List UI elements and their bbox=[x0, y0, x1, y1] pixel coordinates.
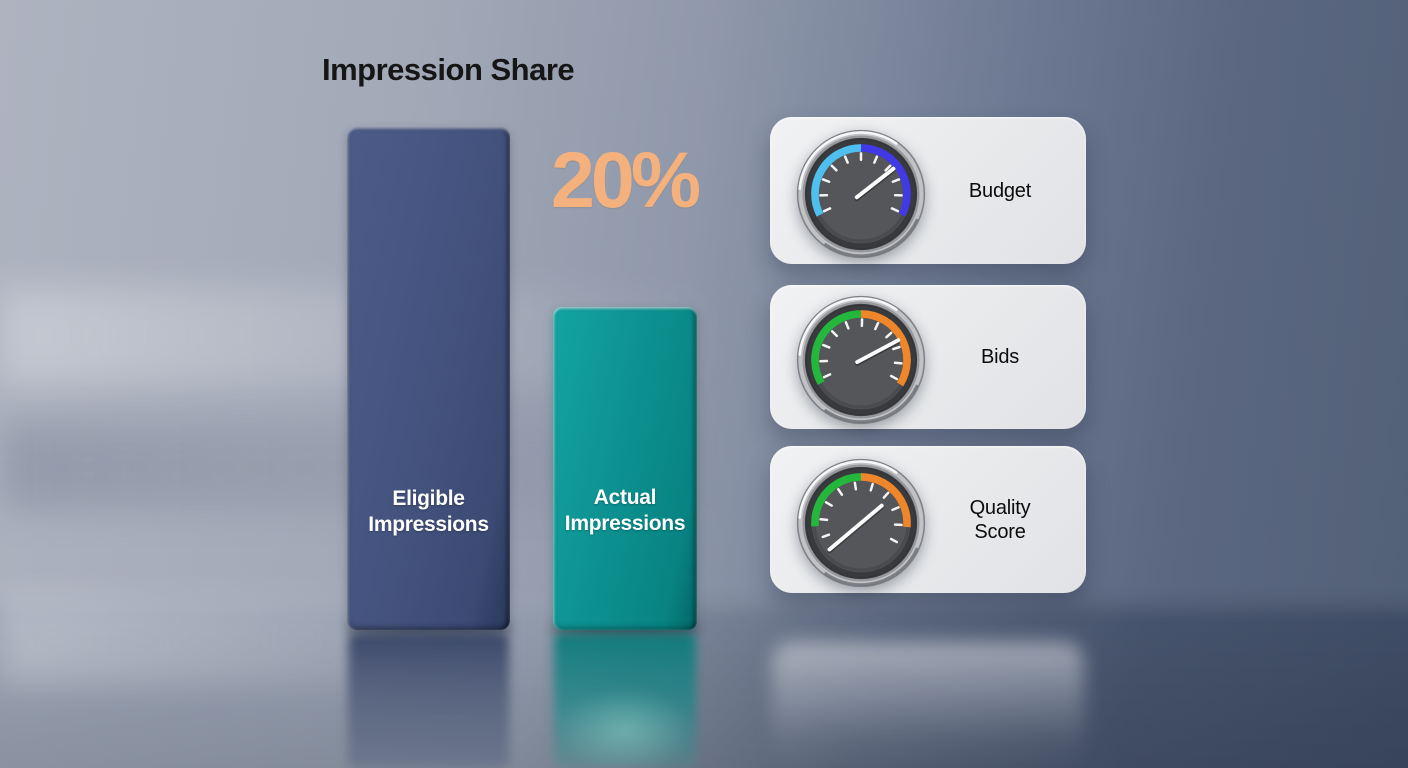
card-label-line: Bids bbox=[980, 346, 1020, 368]
eligible-bar-reflection bbox=[348, 633, 509, 768]
bar-label-line: Impressions bbox=[368, 513, 489, 536]
card-label-budget: Budget bbox=[926, 179, 1086, 203]
bar-label-line: Eligible bbox=[392, 487, 465, 510]
card-bids: Bids bbox=[770, 285, 1086, 429]
bids-gauge bbox=[796, 295, 926, 425]
card-label-bids: Bids bbox=[926, 345, 1086, 369]
actual-bar-reflection bbox=[554, 633, 696, 768]
budget-gauge bbox=[796, 129, 926, 258]
bar-eligible-impressions: Eligible Impressions bbox=[347, 127, 510, 630]
page-title: Impression Share bbox=[322, 52, 575, 87]
bar-label-actual: Actual Impressions bbox=[553, 485, 697, 537]
floor bbox=[0, 585, 1408, 768]
bar-label-line: Impressions bbox=[564, 512, 686, 535]
quality-score-gauge bbox=[796, 458, 926, 587]
impression-share-value: 20% bbox=[551, 135, 701, 224]
card-label-line: Quality bbox=[969, 496, 1031, 519]
card-reflection bbox=[772, 642, 1084, 762]
card-quality-score: Quality Score bbox=[770, 446, 1086, 593]
bar-label-line: Actual bbox=[593, 486, 657, 509]
bar-label-eligible: Eligible Impressions bbox=[347, 486, 510, 538]
card-label-quality-score: Quality Score bbox=[926, 496, 1086, 544]
card-label-line: Score bbox=[974, 520, 1026, 543]
card-budget: Budget bbox=[770, 117, 1086, 264]
bar-actual-impressions: Actual Impressions bbox=[553, 307, 697, 630]
card-label-line: Budget bbox=[968, 179, 1032, 202]
